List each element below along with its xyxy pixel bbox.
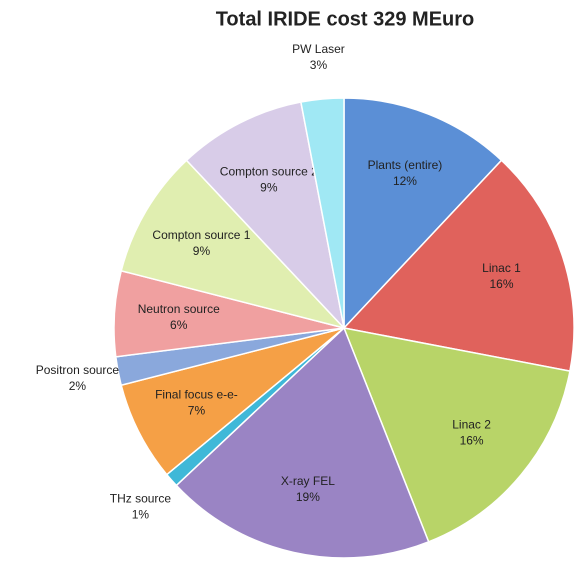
slice-value-label: 3% bbox=[310, 58, 328, 72]
slice-label: THz source bbox=[110, 492, 172, 506]
slice-value-label: 6% bbox=[170, 318, 188, 332]
slice-label: PW Laser bbox=[292, 42, 345, 56]
slice-label: Compton source 1 bbox=[152, 228, 250, 242]
pie-slice bbox=[120, 327, 345, 476]
slice-label: Neutron source bbox=[138, 302, 220, 316]
pie-slice bbox=[120, 159, 347, 330]
pie-slice bbox=[300, 97, 345, 329]
slice-label: Linac 1 bbox=[482, 261, 521, 275]
slice-label: X-ray FEL bbox=[281, 474, 335, 488]
slice-value-label: 16% bbox=[460, 434, 484, 448]
slice-value-label: 12% bbox=[393, 174, 417, 188]
slice-label: Linac 2 bbox=[452, 418, 491, 432]
slice-value-label: 9% bbox=[193, 244, 211, 258]
pie-slice bbox=[343, 97, 503, 330]
pie-slice bbox=[342, 159, 575, 372]
slice-value-label: 1% bbox=[132, 508, 150, 522]
slice-value-label: 7% bbox=[188, 403, 206, 417]
slice-label: Positron source bbox=[36, 363, 120, 377]
pie-slice bbox=[342, 327, 571, 543]
slice-label: Plants (entire) bbox=[368, 158, 443, 172]
pie-slice bbox=[175, 326, 430, 559]
slice-value-label: 16% bbox=[489, 277, 513, 291]
slice-value-label: 9% bbox=[260, 181, 278, 195]
slice-value-label: 19% bbox=[296, 490, 320, 504]
slice-value-label: 2% bbox=[69, 379, 87, 393]
chart-title: Total IRIDE cost 329 MEuro bbox=[216, 8, 475, 30]
pie-slice bbox=[185, 101, 346, 331]
slice-label: Compton source 2 bbox=[220, 165, 318, 179]
slice-label: Final focus e-e- bbox=[155, 387, 238, 401]
